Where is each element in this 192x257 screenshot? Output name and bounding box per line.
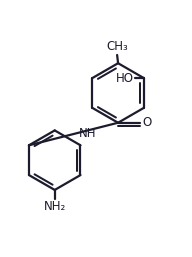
Text: NH₂: NH₂ [44,199,66,213]
Text: O: O [142,116,152,129]
Text: HO: HO [116,72,134,85]
Text: NH: NH [79,126,97,140]
Text: CH₃: CH₃ [106,40,128,53]
